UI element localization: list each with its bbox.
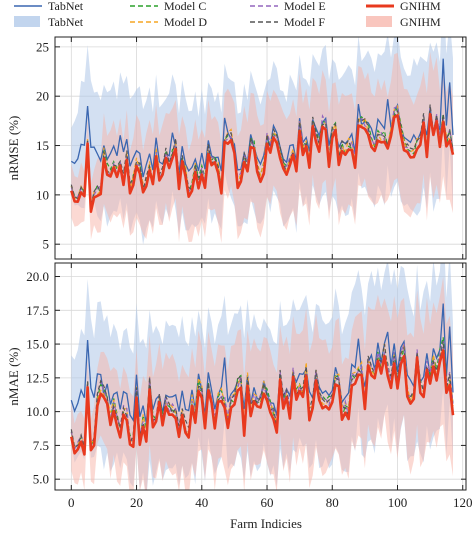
y-tick-label-1-2: 10.0 xyxy=(26,404,49,419)
tabnet-line-1 xyxy=(70,303,454,424)
legend-label-3: Model D xyxy=(164,15,207,29)
legend-label-5: Model F xyxy=(284,15,325,29)
model-d-line-0 xyxy=(70,104,454,207)
axes-frame-1 xyxy=(54,262,467,491)
x-tick-label-3: 60 xyxy=(261,495,274,510)
y-tick-label-1-6: 20.0 xyxy=(26,269,49,284)
y-tick-label-0-4: 25 xyxy=(36,39,49,54)
legend-label-1: TabNet xyxy=(48,15,84,29)
gnihm-band-0 xyxy=(71,51,454,244)
legend-entry-5: Model F xyxy=(250,15,325,29)
legend-entry-1: TabNet xyxy=(14,15,84,29)
legend-entry-6: GNIHM xyxy=(366,0,441,13)
y-tick-label-0-0: 5 xyxy=(43,237,50,252)
y-tick-label-0-1: 10 xyxy=(36,187,49,202)
legend-entry-0: TabNet xyxy=(14,0,84,13)
gnihm-line-0 xyxy=(70,112,455,213)
y-tick-label-1-4: 15.0 xyxy=(26,337,49,352)
axes-frame-0 xyxy=(54,36,467,260)
legend-label-0: TabNet xyxy=(48,0,84,13)
x-tick-label-4: 80 xyxy=(326,495,339,510)
legend-swatch-1 xyxy=(14,16,40,27)
tabnet-line-0 xyxy=(70,58,454,178)
legend-entry-7: GNIHM xyxy=(366,15,441,29)
y-tick-label-0-2: 15 xyxy=(36,138,49,153)
subplot-nrmse: 5 10 15 20 25 nRMSE (%) xyxy=(6,36,467,260)
y-tick-label-1-5: 17.5 xyxy=(26,303,49,318)
x-tick-label-5: 100 xyxy=(388,495,408,510)
x-tick-label-1: 20 xyxy=(130,495,143,510)
x-tick-label-2: 40 xyxy=(195,495,208,510)
legend-entry-2: Model C xyxy=(130,0,206,13)
x-axis-label: Farm Indicies xyxy=(230,516,302,531)
y-tick-label-0-3: 20 xyxy=(36,89,49,104)
legend-entry-3: Model D xyxy=(130,15,207,29)
legend: TabNet TabNet Model C Model D Model E Model F… xyxy=(14,0,441,29)
y-tick-label-1-0: 5.0 xyxy=(33,472,49,487)
subplot-nmae: 5.0 7.5 10.0 12.5 15.0 17.5 20.0 nMAE (%) 0 20 40 6… xyxy=(6,262,473,510)
legend-entry-4: Model E xyxy=(250,0,326,13)
x-tick-label-6: 120 xyxy=(453,495,473,510)
legend-swatch-7 xyxy=(366,16,392,27)
legend-label-7: GNIHM xyxy=(400,15,441,29)
y-tick-label-1-3: 12.5 xyxy=(26,370,49,385)
x-tick-label-0: 0 xyxy=(68,495,75,510)
gnihm-line-1 xyxy=(70,349,455,456)
legend-label-6: GNIHM xyxy=(400,0,441,13)
legend-label-4: Model E xyxy=(284,0,326,13)
y-tick-label-1-1: 7.5 xyxy=(33,438,49,453)
y-axis-label-1: nMAE (%) xyxy=(6,347,21,405)
gnihm-band-1 xyxy=(71,276,453,490)
legend-label-2: Model C xyxy=(164,0,206,13)
y-axis-label-0: nRMSE (%) xyxy=(6,116,21,181)
